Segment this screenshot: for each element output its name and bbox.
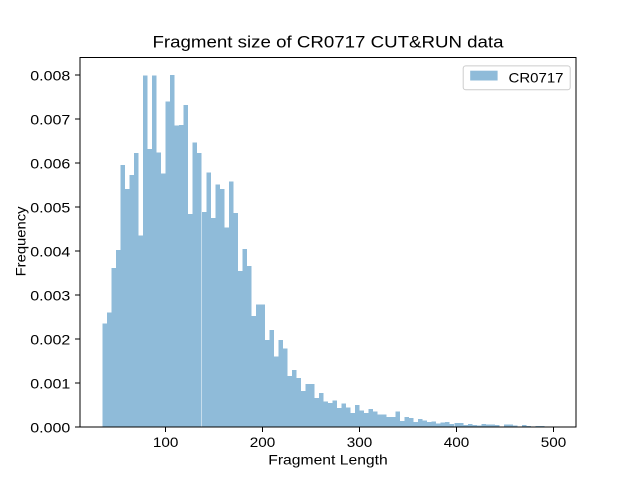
svg-text:0.001: 0.001 [30,375,70,391]
svg-text:100: 100 [153,434,179,450]
svg-text:500: 500 [541,434,567,450]
svg-text:Frequency: Frequency [12,206,28,276]
svg-text:200: 200 [250,434,276,450]
svg-text:400: 400 [444,434,470,450]
svg-text:0.005: 0.005 [30,199,70,215]
svg-text:0.006: 0.006 [30,155,70,171]
svg-text:0.003: 0.003 [30,287,70,303]
svg-text:300: 300 [347,434,373,450]
svg-text:Fragment Length: Fragment Length [268,451,388,467]
svg-text:0.002: 0.002 [30,331,70,347]
svg-text:0.000: 0.000 [30,419,70,435]
svg-text:0.007: 0.007 [30,111,70,127]
svg-text:0.004: 0.004 [30,243,70,259]
svg-text:0.008: 0.008 [30,67,70,83]
svg-text:CR0717: CR0717 [509,70,564,86]
svg-text:Fragment size of CR0717 CUT&RU: Fragment size of CR0717 CUT&RUN data [153,33,505,52]
